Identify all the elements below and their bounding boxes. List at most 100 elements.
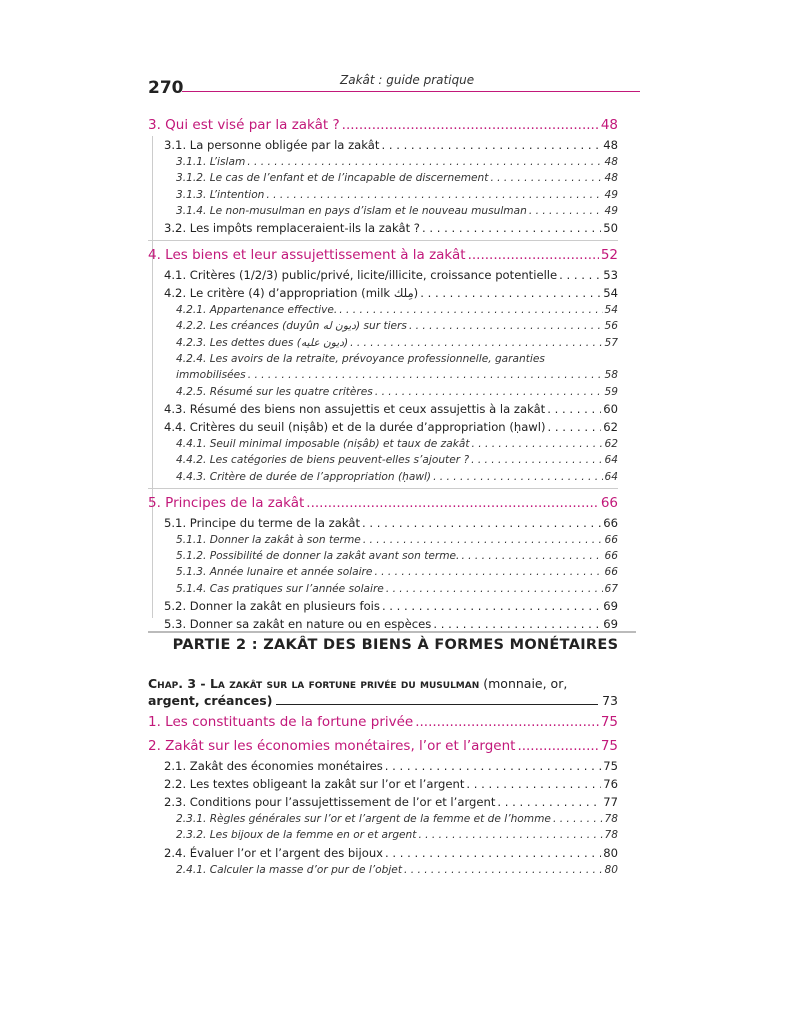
toc-section-entry[interactable]: 3. Qui est visé par la zakât ? 48 [148,115,618,136]
dot-leader [248,367,603,383]
toc-subsection-entry[interactable]: 5.1. Principe du terme de la zakât 66 [148,514,618,532]
toc-part1: 3. Qui est visé par la zakât ?483.1. La … [148,112,618,633]
entry-page: 59 [604,385,618,398]
dot-leader [559,266,601,284]
chapter-paren-cont: argent, créances) [148,693,273,708]
entry-title: 5. Principes de la zakât [148,494,305,511]
toc-section-entry[interactable]: 2. Zakât sur les économies monétaires, l… [148,736,618,757]
toc-section-entry[interactable]: 1. Les constituants de la fortune privée… [148,712,618,733]
toc-subsection-entry[interactable]: 3.2. Les impôts remplaceraient-ils la za… [148,219,618,237]
toc-subsubsection-entry[interactable]: 2.3.1. Règles générales sur l’or et l’ar… [148,811,618,827]
entry-page: 54 [604,304,618,317]
entry-page: 48 [604,172,618,185]
entry-title: 3.1.4. Le non-musulman en pays d’islam e… [176,204,527,217]
entry-page: 62 [604,437,618,450]
dot-leader [363,532,603,548]
entry-page: 54 [603,286,618,301]
dot-leader [529,203,603,219]
dot-leader [404,862,603,878]
entry-page: 48 [603,138,618,152]
toc-subsubsection-entry[interactable]: 4.2.4. Les avoirs de la retraite, prévoy… [148,351,618,384]
entry-title: 4.2.2. Les créances (duyûn ديون له) sur … [176,320,407,333]
toc-subsection-entry[interactable]: 4.4. Critères du seuil (niṣâb) et de la … [148,418,618,436]
dot-leader [386,581,603,597]
toc-subsection-entry[interactable]: 2.4. Évaluer l’or et l’argent des bijoux… [148,844,618,862]
toc-subsubsection-entry[interactable]: 5.1.1. Donner la zakât à son terme 66 [148,532,618,548]
entry-title: 2.2. Les textes obligeant la zakât sur l… [164,777,465,791]
entry-page: 80 [603,845,618,860]
toc-subsection-entry[interactable]: 5.2. Donner la zakât en plusieurs fois 69 [148,597,618,615]
toc-subsubsection-entry[interactable]: 4.4.1. Seuil minimal imposable (niṣâb) e… [148,436,618,452]
toc-subsubsection-entry[interactable]: 4.2.3. Les dettes dues (ديون عليه) 57 [148,335,618,351]
dot-leader [382,597,601,615]
toc-section-entry[interactable]: 4. Les biens et leur assujettissement à … [148,240,618,266]
toc-subsubsection-entry[interactable]: 3.1.3. L’intention 49 [148,187,618,203]
toc-subsubsection-entry[interactable]: 2.3.2. Les bijoux de la femme en or et a… [148,827,618,843]
dot-leader [362,514,601,532]
entry-title: 2.3.1. Règles générales sur l’or et l’ar… [176,813,551,825]
toc-part2: 1. Les constituants de la fortune privée… [148,709,618,878]
toc-subsection-entry[interactable]: 2.3. Conditions pour l’assujettissement … [148,793,618,811]
toc-subsubsection-entry[interactable]: 3.1.4. Le non-musulman en pays d’islam e… [148,203,618,219]
dot-leader [433,469,602,485]
toc-subsubsection-entry[interactable]: 3.1.2. Le cas de l’enfant et de l’incapa… [148,170,618,186]
chapter-underline [276,692,599,705]
toc-indent-line [152,136,153,618]
toc-subsubsection-entry[interactable]: 2.4.1. Calculer la masse d’or pur de l’o… [148,862,618,878]
entry-title: 4.4. Critères du seuil (niṣâb) et de la … [164,419,546,434]
entry-page: 48 [604,156,618,168]
toc-subsection-entry[interactable]: 2.1. Zakât des économies monétaires 75 [148,757,618,775]
entry-page: 67 [604,582,618,595]
toc-subsubsection-entry[interactable]: 5.1.2. Possibilité de donner la zakât av… [148,548,618,564]
entry-title: 3.1.3. L’intention [176,188,265,201]
dot-leader [461,548,602,564]
dot-leader [350,335,602,351]
entry-title: 2.3. Conditions pour l’assujettissement … [164,795,496,809]
entry-title: 5.2. Donner la zakât en plusieurs fois [164,599,380,614]
entry-title: 4.3. Résumé des biens non assujettis et … [164,401,546,416]
entry-page: 62 [603,419,618,434]
toc-subsubsection-entry[interactable]: 4.4.3. Critère de durée de l’appropriati… [148,469,618,485]
dot-leader [547,400,601,418]
toc-subsubsection-entry[interactable]: 5.1.3. Année lunaire et année solaire 66 [148,564,618,580]
entry-title: 3.1.2. Le cas de l’enfant et de l’incapa… [176,172,489,185]
entry-page: 76 [603,777,618,791]
toc-subsubsection-entry[interactable]: 5.1.4. Cas pratiques sur l’année solaire… [148,581,618,597]
chapter-label: Chap. 3 - La zakât sur la fortune privée… [148,676,480,691]
toc-subsection-entry[interactable]: 5.3. Donner sa zakât en nature ou en esp… [148,615,618,633]
chapter-heading[interactable]: Chap. 3 - La zakât sur la fortune privée… [148,675,618,709]
entry-page: 77 [603,795,618,809]
entry-title: 2.4.1. Calculer la masse d’or pur de l’o… [176,863,402,876]
entry-title: 5.1.2. Possibilité de donner la zakât av… [176,550,460,563]
entry-page: 60 [603,401,618,416]
toc-subsection-entry[interactable]: 3.1. La personne obligée par la zakât 48 [148,136,618,154]
toc-subsubsection-entry[interactable]: 4.4.2. Les catégories de biens peuvent-e… [148,452,618,468]
part-title: PARTIE 2 : ZAKÂT DES BIENS À FORMES MONÉ… [172,637,619,653]
entry-page: 64 [604,454,618,467]
running-title: Zakât : guide pratique [340,73,475,87]
dot-leader [471,436,602,452]
entry-title: 4.4.1. Seuil minimal imposable (niṣâb) e… [176,437,470,450]
dot-leader [548,418,602,436]
toc-subsection-entry[interactable]: 4.2. Le critère (4) d’appropriation (mil… [148,284,618,302]
entry-title: 4.2.5. Résumé sur les quatre critères [176,385,373,398]
toc-subsubsection-entry[interactable]: 4.2.1. Appartenance effective. 54 [148,302,618,318]
toc-subsubsection-entry[interactable]: 4.2.5. Résumé sur les quatre critères 59 [148,384,618,400]
toc-subsection-entry[interactable]: 2.2. Les textes obligeant la zakât sur l… [148,775,618,793]
entry-page: 66 [604,533,618,546]
dot-leader [517,736,598,757]
dot-leader [342,115,599,136]
toc-subsection-entry[interactable]: 4.1. Critères (1/2/3) public/privé, lici… [148,266,618,284]
entry-page: 50 [603,221,618,236]
toc-subsection-entry[interactable]: 4.3. Résumé des biens non assujettis et … [148,400,618,418]
dot-leader [415,712,599,733]
entry-title: 4.1. Critères (1/2/3) public/privé, lici… [164,268,558,283]
toc-subsubsection-entry[interactable]: 4.2.2. Les créances (duyûn ديون له) sur … [148,318,618,334]
toc-section-entry[interactable]: 5. Principes de la zakât 66 [148,487,618,514]
dot-leader [422,219,601,237]
dot-leader [420,284,601,302]
entry-page: 49 [604,204,618,217]
toc-subsubsection-entry[interactable]: 3.1.1. L’islam 48 [148,154,618,170]
entry-title: 4. Les biens et leur assujettissement à … [148,247,466,264]
